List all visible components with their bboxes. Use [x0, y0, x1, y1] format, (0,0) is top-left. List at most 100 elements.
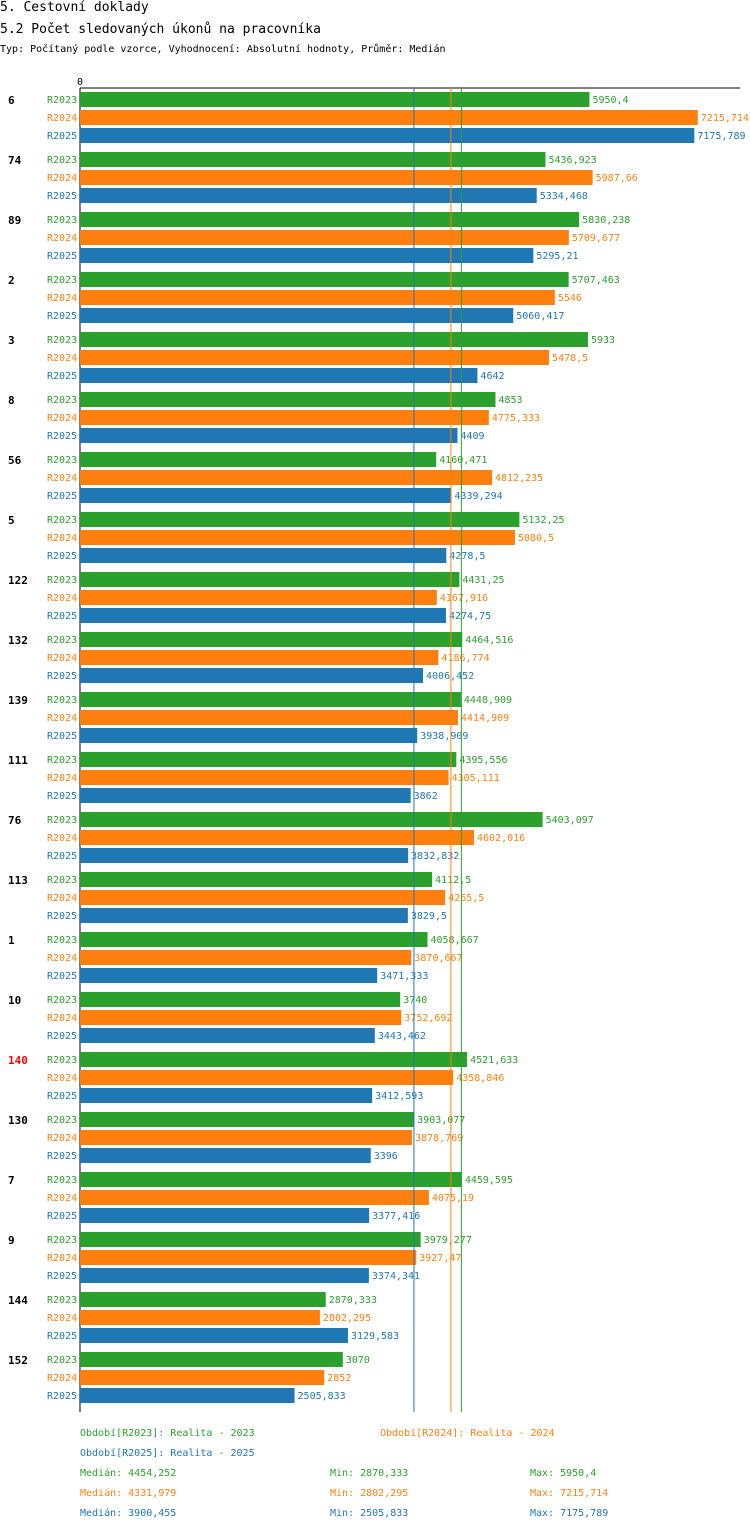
bar-5-R2024: [80, 530, 515, 545]
bar-2-R2025: [80, 308, 514, 323]
bar-140-R2024: [80, 1070, 454, 1085]
data-label: 5933: [591, 335, 615, 346]
series-label: R2025: [47, 611, 77, 622]
series-label: R2025: [47, 1151, 77, 1162]
series-label: R2023: [47, 1175, 77, 1186]
series-label: R2023: [47, 1235, 77, 1246]
data-label: 4395,556: [459, 755, 507, 766]
bar-130-R2024: [80, 1130, 413, 1145]
bar-132-R2024: [80, 650, 439, 665]
data-label: 3471,333: [380, 971, 428, 982]
series-label: R2023: [47, 995, 77, 1006]
bar-144-R2024: [80, 1310, 320, 1325]
series-label: R2023: [47, 395, 77, 406]
series-label: R2024: [47, 293, 77, 304]
series-label: R2023: [47, 1055, 77, 1066]
data-label: 4642: [480, 371, 504, 382]
bar-140-R2025: [80, 1088, 373, 1103]
bar-152-R2025: [80, 1388, 295, 1403]
bar-56-R2025: [80, 488, 452, 503]
legend-period-r2023: Období[R2023]: Realita - 2023: [80, 1428, 255, 1439]
bar-1-R2024: [80, 950, 412, 965]
series-label: R2023: [47, 575, 77, 586]
series-label: R2025: [47, 491, 77, 502]
bar-74-R2024: [80, 170, 593, 185]
data-label: 3979,277: [424, 1235, 472, 1246]
data-label: 4431,25: [462, 575, 504, 586]
data-label: 5546: [558, 293, 582, 304]
category-label-1: 1: [8, 934, 15, 947]
bar-1-R2023: [80, 932, 428, 947]
data-label: 3927,47: [419, 1253, 461, 1264]
bar-111-R2023: [80, 752, 457, 767]
bar-89-R2023: [80, 212, 580, 227]
data-label: 5403,097: [546, 815, 594, 826]
data-label: 3377,416: [372, 1211, 420, 1222]
data-label: 4112,5: [435, 875, 471, 886]
bar-140-R2023: [80, 1052, 468, 1067]
bar-7-R2023: [80, 1172, 462, 1187]
series-label: R2024: [47, 533, 77, 544]
category-label-152: 152: [8, 1354, 28, 1367]
series-label: R2024: [47, 893, 77, 904]
category-label-130: 130: [8, 1114, 28, 1127]
series-label: R2025: [47, 1391, 77, 1402]
series-label: R2024: [47, 173, 77, 184]
category-label-122: 122: [8, 574, 28, 587]
bar-9-R2024: [80, 1250, 417, 1265]
bar-1-R2025: [80, 968, 378, 983]
legend-min-r2023: Min: 2870,333: [330, 1468, 409, 1479]
bar-132-R2025: [80, 668, 424, 683]
data-label: 3412,593: [375, 1091, 423, 1102]
bar-3-R2024: [80, 350, 550, 365]
page-title: 5. Cestovní doklady: [0, 0, 149, 15]
data-label: 3878,769: [415, 1133, 463, 1144]
bar-8-R2023: [80, 392, 496, 407]
category-label-56: 56: [8, 454, 22, 467]
bar-7-R2025: [80, 1208, 370, 1223]
data-label: 4186,774: [441, 653, 489, 664]
bar-3-R2023: [80, 332, 588, 347]
legend-median-r2024: Medián: 4331,979: [80, 1488, 177, 1499]
series-label: R2023: [47, 275, 77, 286]
series-label: R2024: [47, 713, 77, 724]
data-label: 2505,833: [298, 1391, 346, 1402]
bar-56-R2023: [80, 452, 437, 467]
data-label: 5132,25: [522, 515, 564, 526]
data-label: 4075,19: [432, 1193, 474, 1204]
data-label: 5707,463: [572, 275, 620, 286]
series-label: R2025: [47, 851, 77, 862]
data-label: 3129,583: [351, 1331, 399, 1342]
category-label-2: 2: [8, 274, 15, 287]
data-label: 4448,909: [464, 695, 512, 706]
data-label: 4006,452: [426, 671, 474, 682]
bar-5-R2025: [80, 548, 447, 563]
category-label-10: 10: [8, 994, 21, 1007]
category-label-3: 3: [8, 334, 15, 347]
bar-139-R2023: [80, 692, 461, 707]
data-label: 4464,516: [465, 635, 513, 646]
data-label: 5334,468: [540, 191, 588, 202]
series-label: R2024: [47, 233, 77, 244]
legend-period-r2024: Období[R2024]: Realita - 2024: [380, 1428, 555, 1439]
series-label: R2024: [47, 1313, 77, 1324]
bar-122-R2024: [80, 590, 437, 605]
series-label: R2025: [47, 251, 77, 262]
data-label: 3832,832: [411, 851, 459, 862]
legend-median-r2025: Medián: 3900,455: [80, 1508, 177, 1519]
x-tick-label-0: 0: [77, 77, 83, 88]
bar-89-R2025: [80, 248, 534, 263]
data-label: 4167,916: [440, 593, 488, 604]
category-label-144: 144: [8, 1294, 28, 1307]
series-label: R2023: [47, 335, 77, 346]
series-label: R2025: [47, 1091, 77, 1102]
series-label: R2024: [47, 413, 77, 424]
chart-title: 5.2 Počet sledovaných úkonů na pracovník…: [0, 22, 321, 37]
data-label: 3752,692: [404, 1013, 452, 1024]
series-label: R2025: [47, 1271, 77, 1282]
bar-6-R2023: [80, 92, 590, 107]
series-label: R2025: [47, 191, 77, 202]
data-label: 3903,077: [417, 1115, 465, 1126]
data-label: 4278,5: [449, 551, 485, 562]
bar-144-R2023: [80, 1292, 326, 1307]
